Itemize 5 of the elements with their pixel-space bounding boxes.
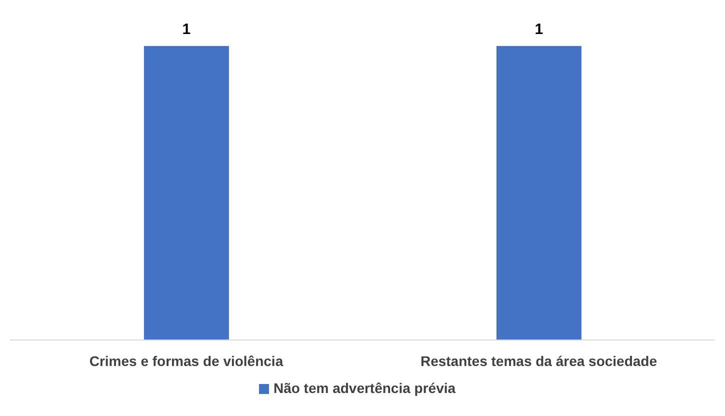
data-label: 1 [534,21,544,38]
x-tick-label: Crimes e formas de violência [89,352,284,369]
legend-label: Não tem advertência prévia [273,380,456,396]
data-label: 1 [182,21,191,38]
x-tick-label: Restantes temas da área sociedade [420,352,658,369]
